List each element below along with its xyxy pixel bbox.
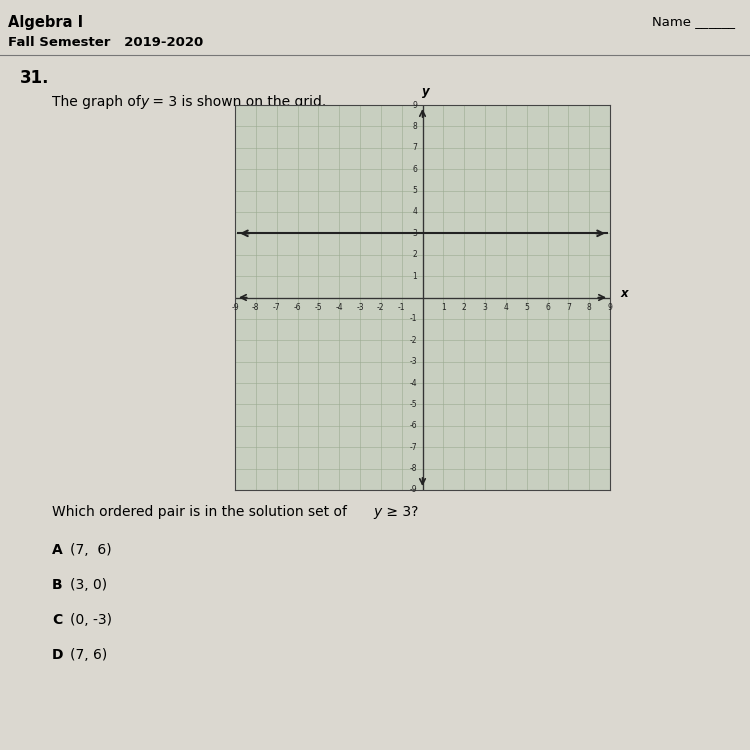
- Text: -1: -1: [398, 303, 406, 312]
- Text: 3: 3: [482, 303, 488, 312]
- Text: x: x: [620, 286, 628, 300]
- Text: (7,  6): (7, 6): [70, 543, 112, 557]
- Text: -5: -5: [314, 303, 322, 312]
- Text: 7: 7: [566, 303, 571, 312]
- Text: -7: -7: [410, 442, 417, 452]
- Text: (3, 0): (3, 0): [70, 578, 107, 592]
- Text: = 3 is shown on the grid.: = 3 is shown on the grid.: [148, 95, 326, 109]
- Text: 1: 1: [441, 303, 446, 312]
- Text: -9: -9: [410, 485, 417, 494]
- Text: 6: 6: [413, 165, 417, 174]
- Text: -4: -4: [410, 379, 417, 388]
- Text: -3: -3: [410, 357, 417, 366]
- Text: 1: 1: [413, 272, 417, 280]
- Text: ≥ 3?: ≥ 3?: [382, 505, 419, 519]
- Text: -8: -8: [252, 303, 260, 312]
- Text: -3: -3: [356, 303, 364, 312]
- Text: -5: -5: [410, 400, 417, 409]
- Text: (0, -3): (0, -3): [70, 613, 112, 627]
- Text: -9: -9: [231, 303, 238, 312]
- Text: 2: 2: [413, 251, 417, 260]
- Text: 5: 5: [524, 303, 529, 312]
- Text: Fall Semester   2019-2020: Fall Semester 2019-2020: [8, 35, 203, 49]
- Text: 3: 3: [413, 229, 417, 238]
- Text: -8: -8: [410, 464, 417, 473]
- Text: D: D: [52, 648, 64, 662]
- Text: 9: 9: [608, 303, 613, 312]
- Text: y: y: [140, 95, 148, 109]
- Text: Name ______: Name ______: [652, 16, 735, 28]
- Text: 31.: 31.: [20, 69, 50, 87]
- Text: 7: 7: [413, 143, 417, 152]
- Text: 6: 6: [545, 303, 550, 312]
- Text: y: y: [422, 85, 430, 98]
- Text: 4: 4: [503, 303, 509, 312]
- Text: The graph of: The graph of: [52, 95, 146, 109]
- Text: -2: -2: [410, 336, 417, 345]
- Text: A: A: [52, 543, 63, 557]
- Text: C: C: [52, 613, 62, 627]
- Text: y: y: [373, 505, 381, 519]
- Text: 4: 4: [413, 208, 417, 217]
- Text: -6: -6: [410, 422, 417, 430]
- Text: 5: 5: [413, 186, 417, 195]
- Text: -6: -6: [294, 303, 302, 312]
- Text: -7: -7: [273, 303, 280, 312]
- Text: (7, 6): (7, 6): [70, 648, 107, 662]
- Text: 8: 8: [413, 122, 417, 131]
- Text: B: B: [52, 578, 62, 592]
- Text: Which ordered pair is in the solution set of: Which ordered pair is in the solution se…: [52, 505, 351, 519]
- Text: 8: 8: [586, 303, 592, 312]
- Text: 9: 9: [413, 100, 417, 109]
- Text: -4: -4: [335, 303, 343, 312]
- Text: 2: 2: [462, 303, 466, 312]
- Text: -2: -2: [377, 303, 385, 312]
- Text: Algebra I: Algebra I: [8, 14, 83, 29]
- Text: -1: -1: [410, 314, 417, 323]
